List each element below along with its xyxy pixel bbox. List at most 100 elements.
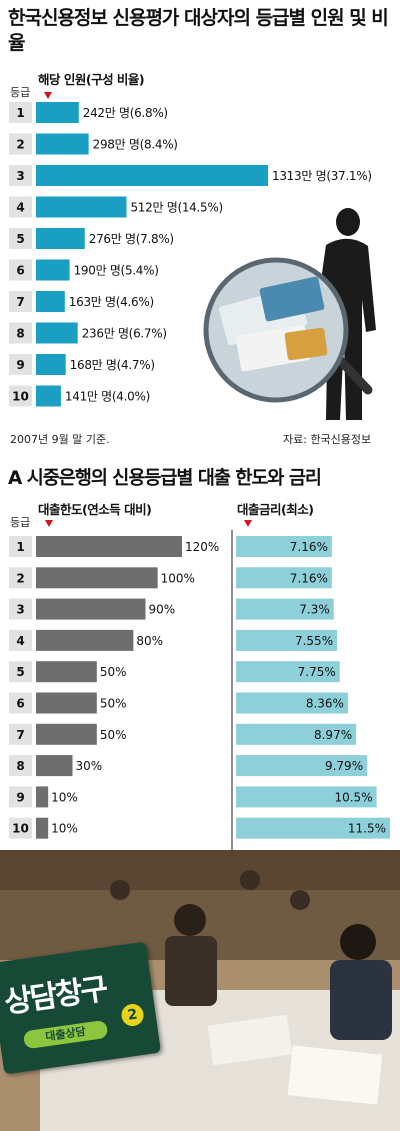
grade-box [9,661,32,683]
grade-label: 4 [16,201,24,215]
chart2-series2-marker [244,520,252,527]
chart1-source: 자료: 한국신용정보 [283,433,372,446]
chart2-series2-header: 대출금리(최소) [237,502,314,517]
bar-interest-rate [236,786,377,808]
grade-label: 9 [16,790,24,804]
grade-box [9,817,32,839]
chart1-header-marker [44,92,52,99]
bar [36,196,127,218]
bar [36,385,61,407]
grade-label: 9 [16,358,24,372]
bar-interest-rate [236,629,338,651]
sign-subtext: 대출상담 [22,1019,109,1050]
interest-rate-label: 8.36% [306,697,344,711]
bar-interest-rate [236,692,348,714]
data-label: 242만 명(6.8%) [83,106,168,120]
grade-box [9,755,32,777]
grade-box [9,322,32,344]
chart1-header: 해당 인원(구성 비율) [38,72,145,87]
data-label: 298만 명(8.4%) [93,138,178,152]
data-label: 163만 명(4.6%) [69,295,154,309]
grade-label: 10 [12,390,29,404]
bar [36,354,66,375]
loan-limit-label: 50% [100,728,127,742]
bar [36,228,85,249]
grade-box [9,629,32,651]
bar [36,322,78,344]
grade-box [9,723,32,745]
grade-label: 7 [16,295,24,309]
bar-loan-limit [36,817,49,839]
data-label: 1313만 명(37.1%) [272,169,372,183]
interest-rate-label: 7.16% [290,540,328,554]
bar-interest-rate [236,817,390,839]
bar [36,102,79,123]
bar-interest-rate [236,598,334,620]
interest-rate-label: 9.79% [325,759,363,773]
grade-box [9,102,32,123]
data-label: 276만 명(7.8%) [89,232,174,246]
bar-loan-limit [36,536,182,557]
counsel-sign: 상담창구 2 대출상담 [0,941,162,1075]
grade-label: 4 [16,634,24,648]
grade-label: 5 [16,232,24,246]
interest-rate-label: 7.75% [298,665,336,679]
loan-limit-label: 10% [51,822,78,836]
grade-box [9,133,32,155]
bar [36,291,65,312]
grade-box [9,567,32,589]
bar-interest-rate [236,661,340,683]
loan-limit-label: 90% [149,603,176,617]
grade-box [9,536,32,557]
grade-label: 6 [16,264,24,278]
grade-box [9,228,32,249]
grade-label: 3 [16,603,24,617]
photo-scene [0,850,400,1131]
interest-rate-label: 8.97% [314,728,352,742]
chart2-series1-marker [45,520,53,527]
grade-label: 1 [16,106,24,120]
grade-box [9,385,32,407]
bank-counter-photo: 상담창구 2 대출상담 [0,850,400,1131]
grade-box [9,786,32,808]
grade-box [9,692,32,714]
bar-loan-limit [36,629,134,651]
bar-loan-limit [36,567,158,589]
interest-rate-label: 7.55% [295,634,333,648]
chart2-title: A 시중은행의 신용등급별 대출 한도와 금리 [8,468,322,489]
grade-label: 8 [16,759,24,773]
grade-label: 7 [16,728,24,742]
bar [36,259,70,281]
loan-limit-label: 120% [185,540,219,554]
sign-number: 2 [120,1002,145,1028]
grade-box [9,598,32,620]
grade-label: 10 [12,822,29,836]
data-label: 168만 명(4.7%) [70,358,155,372]
bar-interest-rate [236,723,357,745]
bar-interest-rate [236,755,368,777]
magnifier-icon [203,257,373,403]
interest-rate-label: 7.16% [290,571,328,585]
sign-text: 상담창구 [2,971,109,1021]
grade-label: 5 [16,665,24,679]
grade-box [9,165,32,186]
bar [36,133,89,155]
interest-rate-label: 10.5% [334,790,372,804]
grade-box [9,354,32,375]
data-label: 190만 명(5.4%) [74,264,159,278]
grade-label: 6 [16,697,24,711]
chart1-note: 2007년 9월 말 기준. [10,433,110,446]
data-label: 236만 명(6.7%) [82,327,167,341]
loan-limit-label: 50% [100,665,127,679]
data-label: 512만 명(14.5%) [130,201,222,215]
bar-loan-limit [36,692,97,714]
loan-limit-label: 50% [100,697,127,711]
chart2-series1-header: 대출한도(연소득 대비) [38,502,152,517]
chart1-title: 한국신용정보 신용평가 대상자의 등급별 인원 및 비율 [8,7,389,54]
bar-loan-limit [36,661,97,683]
chart2-grade-label: 등급 [10,516,31,529]
grade-label: 1 [16,540,24,554]
bar [36,165,268,186]
